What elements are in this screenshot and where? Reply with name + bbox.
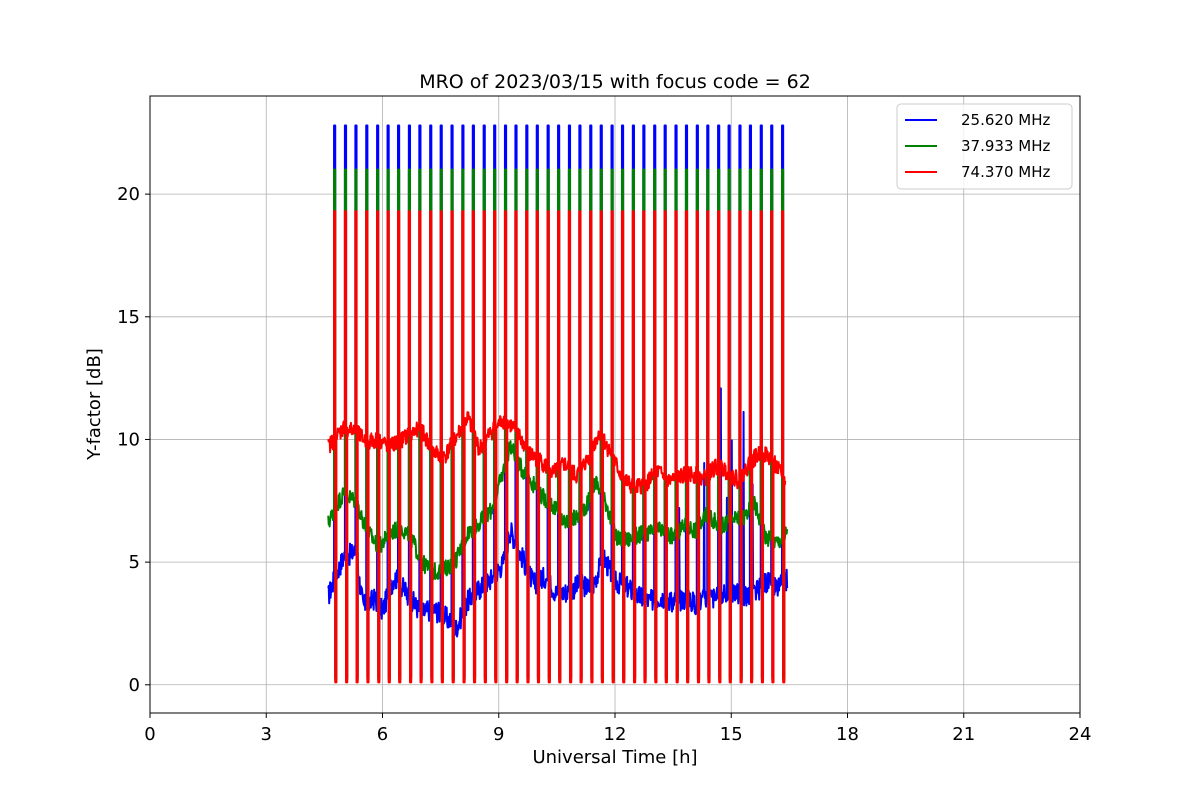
x-tick-label: 15 [720, 724, 743, 745]
y-axis-label: Y-factor [dB] [84, 348, 105, 461]
legend-entry: 37.933 MHz [961, 137, 1050, 155]
series-line-3 [327, 210, 787, 684]
series-line-2 [327, 168, 789, 681]
x-axis-ticks: 0 3 6 9 12 15 18 21 24 [144, 713, 1091, 745]
legend-entry: 25.620 MHz [961, 111, 1050, 129]
x-tick-label: 9 [493, 724, 504, 745]
x-tick-label: 6 [377, 724, 388, 745]
x-tick-label: 21 [952, 724, 975, 745]
x-tick-label: 18 [836, 724, 859, 745]
y-tick-label: 0 [129, 675, 140, 696]
y-tick-label: 20 [117, 184, 140, 205]
x-tick-label: 3 [261, 724, 272, 745]
y-tick-label: 5 [129, 552, 140, 573]
legend-frame [896, 103, 1073, 190]
x-tick-label: 12 [604, 724, 627, 745]
x-tick-label: 24 [1069, 724, 1092, 745]
y-tick-label: 15 [117, 307, 140, 328]
y-axis-ticks: 0 5 10 15 20 [117, 184, 150, 696]
legend-entry: 74.370 MHz [961, 163, 1050, 181]
series-line-1 [327, 124, 789, 679]
legend: 25.620 MHz 37.933 MHz 74.370 MHz [896, 103, 1073, 190]
x-axis-label: Universal Time [h] [532, 747, 697, 768]
plot-area [327, 124, 789, 684]
chart-title: MRO of 2023/03/15 with focus code = 62 [419, 71, 811, 93]
x-tick-label: 0 [144, 724, 155, 745]
y-tick-label: 10 [117, 429, 140, 450]
